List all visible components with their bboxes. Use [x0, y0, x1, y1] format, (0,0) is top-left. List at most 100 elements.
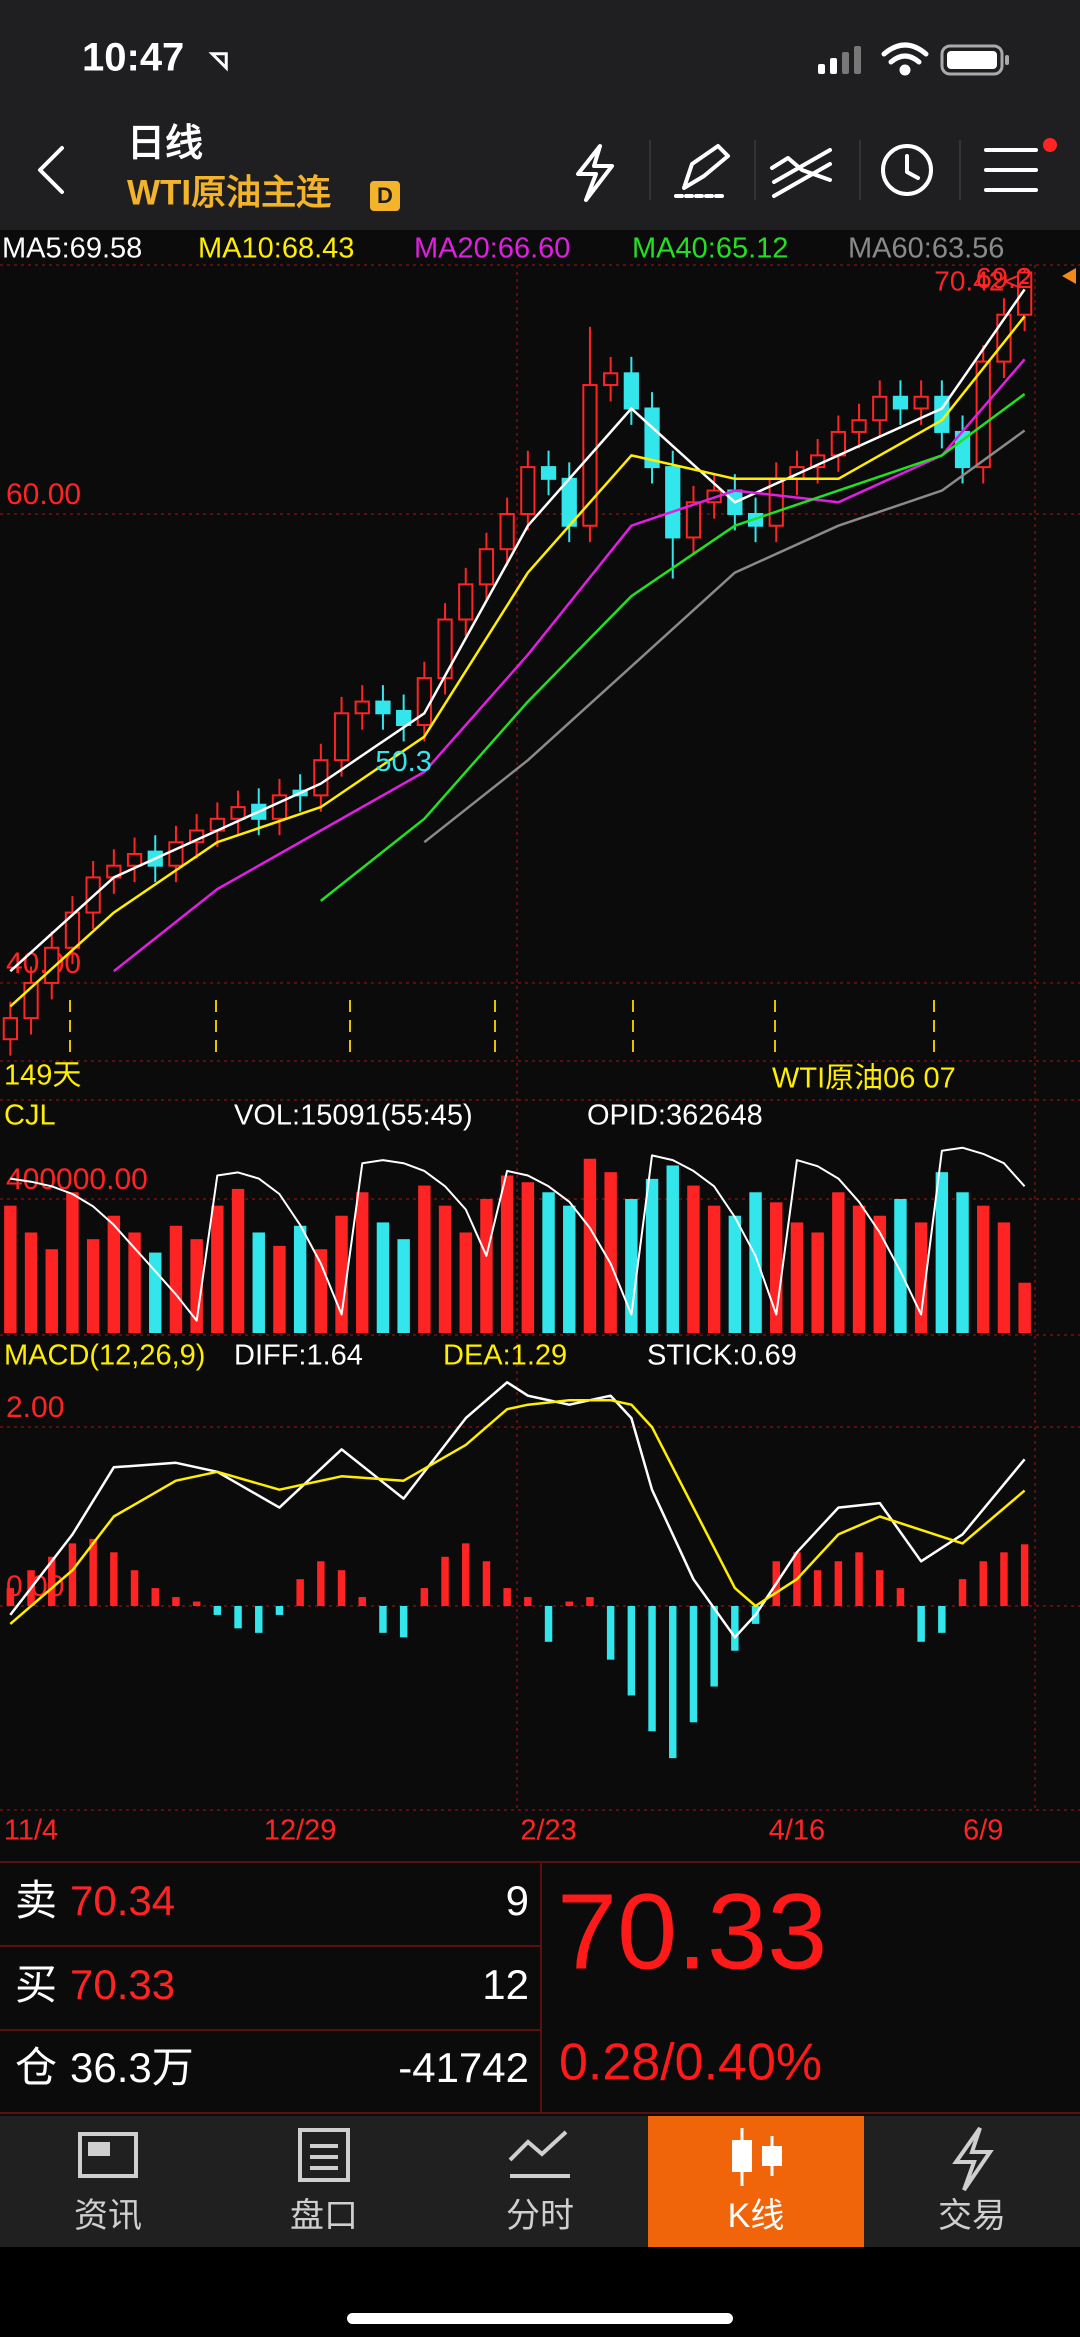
volume-bar [500, 1175, 514, 1333]
status-time: 10:47 [82, 36, 184, 80]
volume-bar [459, 1232, 472, 1333]
back-button[interactable] [38, 146, 64, 194]
volume-bar [956, 1192, 969, 1333]
macd-bar [979, 1561, 987, 1606]
bid-label: 买 [15, 1961, 57, 2008]
macd-bar [524, 1597, 532, 1606]
volume-bar [707, 1205, 721, 1333]
contract-name[interactable]: WTI原油主连 [127, 173, 331, 212]
quote-panel: 卖 70.34 9 买 70.33 12 仓 36.3万 -41742 70.3… [15, 1871, 827, 2092]
candle-body [168, 841, 184, 867]
tab-label: 盘口 [290, 2197, 358, 2235]
macd-bar [296, 1579, 304, 1606]
tab[interactable]: K线 [648, 2116, 864, 2247]
oi-label: 仓 [15, 2044, 57, 2091]
legend-entry: MA5:69.58 [2, 233, 142, 265]
tab[interactable]: 交易 [938, 2126, 1006, 2235]
indicator-button[interactable] [770, 148, 832, 198]
latest-high-label: 70.42<- [934, 265, 1030, 296]
volume-bar [4, 1205, 17, 1333]
volume-bar [1018, 1282, 1031, 1333]
oi-change: -41742 [398, 2044, 529, 2091]
draw-button[interactable] [674, 144, 730, 198]
volume-bar [418, 1185, 431, 1333]
battery-icon [940, 44, 1009, 76]
ma-line [113, 358, 1026, 973]
candle-body [996, 313, 1012, 363]
candle-body [499, 512, 515, 551]
volume-bar [480, 1198, 493, 1333]
candle-body [44, 946, 60, 984]
candle-body [685, 501, 702, 539]
volume-bar [997, 1222, 1011, 1333]
badge: D [377, 183, 393, 208]
tab[interactable]: 盘口 [290, 2128, 358, 2235]
tab[interactable]: 资讯 [74, 2132, 142, 2235]
home-indicator [347, 2313, 733, 2324]
macd-bar [275, 1606, 284, 1615]
menu-button[interactable] [984, 138, 1057, 192]
candle-body [665, 466, 681, 539]
volume-bar [128, 1232, 141, 1333]
ma-line [423, 429, 1026, 844]
last-price: 70.33 [557, 1871, 827, 1992]
volume-bar [790, 1222, 804, 1333]
candle-body [913, 395, 929, 410]
macd-bar [855, 1552, 863, 1606]
volume-bar [542, 1192, 555, 1333]
period-button[interactable] [881, 144, 933, 196]
high-annotation: 69.2 [976, 263, 1032, 295]
volume-bar [583, 1158, 597, 1333]
tab[interactable]: 分时 [506, 2130, 574, 2235]
volume-bar [169, 1225, 183, 1333]
macd-bar [710, 1606, 718, 1687]
tab-icon [508, 2130, 570, 2178]
macd-bar [586, 1597, 594, 1606]
tab-label: 分时 [506, 2197, 574, 2235]
legend-entry: VOL:15091(55:45) [234, 1100, 473, 1132]
low-annotation: 50.3 [375, 746, 431, 778]
tab-active-bg [648, 2116, 864, 2247]
volume-bar [107, 1215, 121, 1333]
page-title: 日线 [127, 123, 203, 165]
candle-body [872, 395, 888, 422]
volume-bar [935, 1172, 949, 1333]
volume-bar [666, 1165, 679, 1333]
macd-bar [648, 1606, 656, 1732]
ma-line [9, 315, 1026, 1008]
macd-bar [896, 1588, 905, 1606]
legend-entry: DIFF:1.64 [234, 1340, 363, 1372]
panel-frame [0, 264, 1080, 1811]
contract-label: WTI原油06 07 [772, 1062, 956, 1095]
macd-bar [544, 1606, 553, 1642]
volume-bar [625, 1198, 638, 1333]
macd-bar [399, 1606, 408, 1638]
macd-bar [1020, 1544, 1029, 1606]
volume-bar [24, 1232, 38, 1333]
candle-body [851, 419, 867, 433]
candle-body [333, 712, 350, 762]
volume-bar [293, 1225, 307, 1333]
flash-button[interactable] [576, 144, 614, 202]
volume-bar [231, 1188, 245, 1333]
macd-bar [151, 1588, 159, 1606]
volume-bar [356, 1192, 369, 1333]
x-tick-label: 2/23 [520, 1815, 576, 1847]
volume-bar [728, 1215, 742, 1333]
macd-bar [6, 1588, 15, 1606]
volume-bar [811, 1232, 824, 1333]
macd-bar [110, 1552, 118, 1606]
y-tick-label: 60.00 [6, 478, 81, 511]
macd-bar [358, 1597, 366, 1606]
candle-body [1017, 271, 1033, 316]
panel-title: MACD(12,26,9) [4, 1340, 205, 1372]
macd-bar [627, 1606, 636, 1696]
ma-line [9, 288, 1026, 973]
macd-bar [938, 1606, 946, 1633]
tab-label: K线 [728, 2197, 785, 2235]
tab-icon [762, 2146, 782, 2166]
legend-entry: MA60:63.56 [848, 233, 1004, 265]
y-tick-label: 0.00 [6, 1570, 64, 1603]
